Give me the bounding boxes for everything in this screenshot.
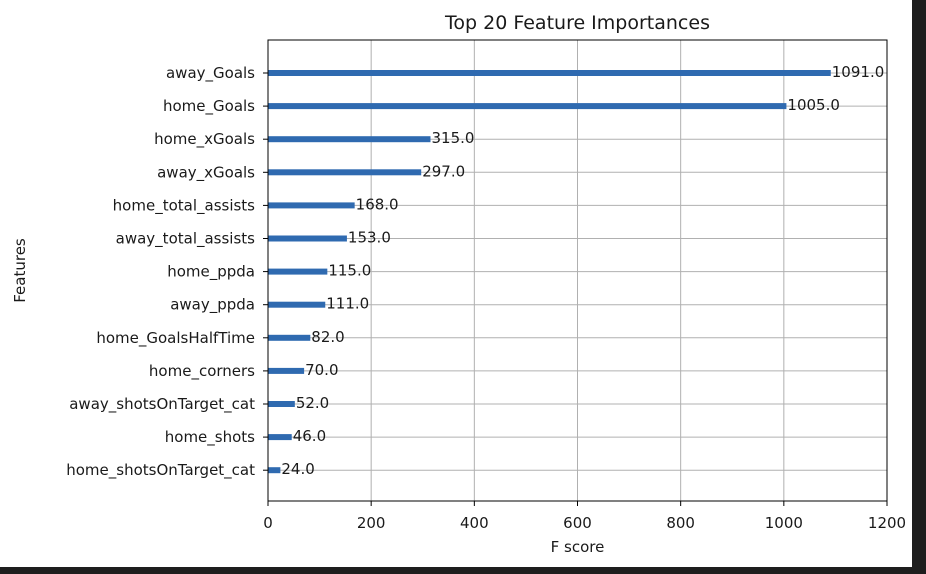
x-axis-title: F score bbox=[551, 538, 605, 556]
y-tick-label: away_Goals bbox=[166, 64, 255, 83]
data-label: 1005.0 bbox=[787, 96, 840, 114]
data-label: 1091.0 bbox=[832, 63, 885, 81]
figure: 0 200 400 600 800 1000 1200 away_Goals 1091.0 hom… bbox=[0, 0, 912, 567]
bar-home_total_assists bbox=[268, 202, 355, 209]
bar-away_shotsOnTarget_cat bbox=[268, 401, 295, 407]
bar-home_corners bbox=[268, 367, 305, 374]
bars bbox=[268, 70, 831, 474]
data-label: 52.0 bbox=[296, 394, 329, 412]
data-label: 115.0 bbox=[328, 262, 371, 280]
axis-ticks: 0 200 400 600 800 1000 1200 away_Goals 1091.0 hom… bbox=[66, 63, 906, 532]
y-tick-label: home_corners bbox=[149, 362, 255, 381]
bar-home_Goals bbox=[268, 103, 787, 110]
x-tick-label: 1000 bbox=[765, 514, 803, 532]
y-tick-label: away_total_assists bbox=[116, 230, 256, 249]
y-tick-label: away_ppda bbox=[170, 296, 255, 315]
x-tick-label: 800 bbox=[666, 514, 695, 532]
data-label: 82.0 bbox=[311, 328, 344, 346]
data-label: 297.0 bbox=[422, 162, 465, 180]
y-axis-title: Features bbox=[11, 238, 29, 303]
bar-home_shotsOnTarget_cat bbox=[268, 467, 281, 474]
bar-home_shots bbox=[268, 434, 292, 441]
y-tick-label: home_Goals bbox=[163, 97, 255, 116]
x-tick-label: 600 bbox=[563, 514, 592, 532]
bar-home_xGoals bbox=[268, 136, 431, 143]
data-label: 153.0 bbox=[348, 229, 391, 247]
feature-importance-chart: 0 200 400 600 800 1000 1200 away_Goals 1091.0 hom… bbox=[11, 12, 906, 556]
data-label: 46.0 bbox=[293, 427, 326, 445]
bar-away_Goals bbox=[268, 70, 831, 76]
y-tick-label: home_xGoals bbox=[154, 130, 255, 149]
y-tick-label: home_shotsOnTarget_cat bbox=[66, 461, 255, 480]
bar-home_GoalsHalfTime bbox=[268, 334, 311, 341]
y-tick-label: away_shotsOnTarget_cat bbox=[69, 395, 255, 414]
x-tick-label: 200 bbox=[357, 514, 386, 532]
data-label: 315.0 bbox=[431, 129, 474, 147]
y-tick-label: away_xGoals bbox=[157, 163, 255, 182]
y-tick-label: home_ppda bbox=[167, 263, 255, 282]
y-tick-label: home_GoalsHalfTime bbox=[96, 329, 255, 348]
bar-away_ppda bbox=[268, 301, 326, 308]
data-label: 111.0 bbox=[326, 295, 369, 313]
x-tick-label: 0 bbox=[263, 514, 273, 532]
chart-title: Top 20 Feature Importances bbox=[444, 12, 710, 34]
y-tick-label: home_shots bbox=[165, 428, 255, 447]
x-tick-label: 400 bbox=[460, 514, 489, 532]
bar-away_total_assists bbox=[268, 235, 347, 242]
data-label: 70.0 bbox=[305, 361, 338, 379]
y-tick-label: home_total_assists bbox=[113, 196, 256, 215]
data-label: 168.0 bbox=[356, 195, 399, 213]
bar-away_xGoals bbox=[268, 169, 422, 176]
x-tick-label: 1200 bbox=[868, 514, 906, 532]
data-label: 24.0 bbox=[281, 460, 314, 478]
bar-home_ppda bbox=[268, 268, 328, 275]
